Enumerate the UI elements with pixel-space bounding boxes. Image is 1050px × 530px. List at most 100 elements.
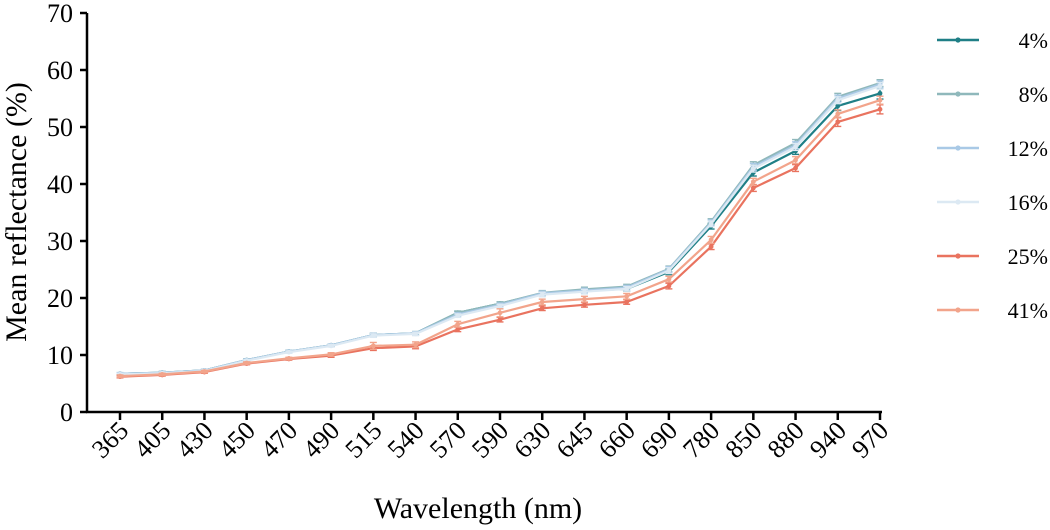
- legend-label: 4%: [1019, 28, 1048, 53]
- data-point: [708, 244, 714, 250]
- series-line: [119, 83, 881, 375]
- data-point: [750, 185, 756, 191]
- legend-swatch-marker: [955, 199, 961, 205]
- y-tick-label: 50: [47, 113, 73, 142]
- y-tick-label: 10: [47, 341, 73, 370]
- data-point: [750, 166, 756, 172]
- data-point: [835, 119, 841, 125]
- x-tick-label: 570: [424, 416, 472, 464]
- x-tick-label: 490: [297, 416, 345, 464]
- y-axis-title: Mean reflectance (%): [0, 82, 33, 342]
- data-point: [497, 317, 503, 323]
- data-point: [582, 289, 587, 295]
- data-point: [877, 90, 883, 96]
- data-point: [708, 221, 714, 227]
- x-tick-label: 940: [804, 416, 852, 464]
- legend-swatch-marker: [955, 37, 961, 43]
- y-tick-label: 40: [47, 170, 73, 199]
- y-tick-label: 0: [60, 398, 73, 427]
- data-point: [539, 305, 545, 311]
- data-point: [539, 292, 545, 297]
- legend-swatch-marker: [955, 145, 961, 151]
- series-line: [119, 108, 881, 378]
- legend-item: 41%: [937, 298, 1048, 323]
- data-point: [582, 296, 587, 302]
- legend: 4% 8% 12% 16% 25% 41%: [937, 28, 1048, 323]
- legend-label: 25%: [1008, 244, 1048, 269]
- series-line: [119, 99, 881, 378]
- data-point: [455, 326, 461, 332]
- series-line: [119, 84, 881, 376]
- y-tick-label: 30: [47, 227, 73, 256]
- data-point: [413, 342, 418, 348]
- legend-item: 8%: [937, 82, 1048, 107]
- x-tick-label: 880: [762, 416, 810, 464]
- data-point: [877, 83, 883, 89]
- x-tick-label: 850: [719, 416, 767, 464]
- data-point: [624, 293, 630, 299]
- y-tick-label: 70: [47, 0, 73, 28]
- legend-item: 16%: [937, 190, 1048, 215]
- data-point: [286, 349, 292, 355]
- data-point: [624, 286, 630, 292]
- legend-item: 4%: [937, 28, 1048, 53]
- series-41pct: [116, 95, 884, 379]
- data-point: [793, 165, 798, 171]
- data-point: [202, 369, 207, 374]
- data-point: [159, 371, 165, 377]
- legend-swatch-marker: [955, 253, 961, 259]
- legend-label: 16%: [1008, 190, 1048, 215]
- data-point: [877, 106, 883, 112]
- data-point: [624, 299, 630, 305]
- series-25pct: [116, 104, 884, 380]
- y-tick-label: 20: [47, 284, 73, 313]
- legend-swatch-marker: [955, 307, 961, 313]
- x-tick-label: 645: [551, 416, 599, 464]
- legend-label: 12%: [1008, 136, 1048, 161]
- data-point: [666, 276, 672, 282]
- legend-label: 8%: [1019, 82, 1048, 107]
- x-tick-label: 690: [635, 416, 683, 464]
- x-ticks: 3654054304504704905155405705906306456606…: [86, 412, 894, 464]
- data-point: [455, 313, 461, 319]
- series-layer: [116, 78, 884, 380]
- x-tick-label: 470: [255, 416, 303, 464]
- data-point: [244, 360, 250, 366]
- x-tick-label: 970: [846, 416, 894, 464]
- data-point: [413, 331, 418, 337]
- data-point: [835, 111, 841, 117]
- data-point: [793, 144, 798, 150]
- x-tick-label: 660: [593, 416, 641, 464]
- data-point: [666, 268, 672, 274]
- legend-item: 25%: [937, 244, 1048, 269]
- legend-swatch-marker: [955, 91, 961, 97]
- data-point: [708, 237, 714, 243]
- series-4pct: [116, 86, 884, 377]
- series-line: [119, 92, 881, 375]
- y-tick-label: 60: [47, 56, 73, 85]
- data-point: [328, 352, 334, 357]
- data-point: [497, 310, 503, 316]
- series-12pct: [116, 80, 884, 377]
- data-point: [835, 97, 841, 103]
- x-tick-label: 450: [213, 416, 261, 464]
- legend-label: 41%: [1008, 298, 1048, 323]
- data-point: [328, 343, 334, 349]
- data-point: [497, 303, 503, 309]
- data-point: [370, 333, 376, 339]
- data-point: [582, 302, 587, 308]
- data-point: [835, 103, 841, 109]
- legend-item: 12%: [937, 136, 1048, 161]
- data-point: [666, 283, 672, 289]
- data-point: [117, 373, 123, 379]
- x-tick-label: 365: [86, 416, 134, 464]
- data-point: [455, 321, 461, 327]
- x-tick-label: 590: [466, 416, 514, 464]
- data-point: [286, 356, 292, 361]
- x-tick-label: 405: [128, 416, 176, 464]
- x-axis-title: Wavelength (nm): [374, 492, 582, 525]
- x-tick-label: 630: [508, 416, 556, 464]
- y-ticks: 0 10 20 30 40 50 60 70: [47, 0, 87, 427]
- axes-layer: [85, 13, 882, 414]
